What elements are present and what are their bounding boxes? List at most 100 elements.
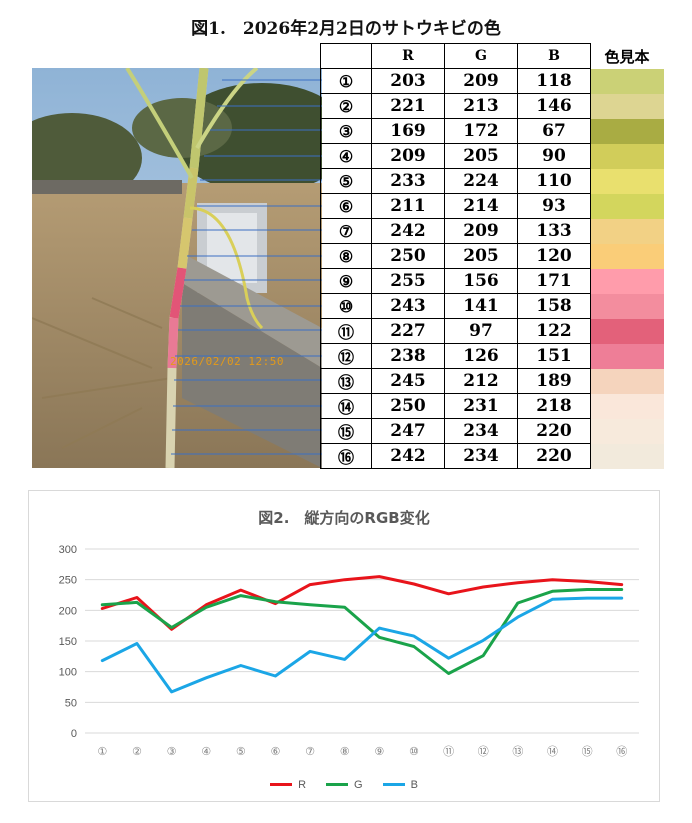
x-tick-label: ⑫ bbox=[478, 745, 489, 758]
row-index-label: ⑥ bbox=[320, 193, 372, 219]
x-tick-label: ⑤ bbox=[236, 745, 246, 758]
color-swatch bbox=[590, 293, 664, 319]
row-b-value: 158 bbox=[517, 293, 591, 319]
color-swatch bbox=[590, 418, 664, 444]
table-row: ⑫ 238 126 151 bbox=[320, 343, 664, 369]
table-row: ⑭ 250 231 218 bbox=[320, 393, 664, 419]
series-line-b bbox=[100, 596, 624, 694]
row-b-value: 120 bbox=[517, 243, 591, 269]
table-header-b: B bbox=[517, 43, 591, 69]
table-header-r: R bbox=[371, 43, 445, 69]
row-index-label: ③ bbox=[320, 118, 372, 144]
row-index-label: ⑧ bbox=[320, 243, 372, 269]
figure2-chart: 図2. 縦方向のRGB変化 0 50 100 150 200 250 300 ① ② ③ ④ ⑤ ⑥ ⑦ ⑧… bbox=[28, 490, 660, 802]
color-swatch bbox=[590, 443, 664, 469]
row-index-label: ② bbox=[320, 93, 372, 119]
x-tick-label: ⑥ bbox=[271, 745, 281, 758]
row-b-value: 90 bbox=[517, 143, 591, 169]
row-index-label: ⑪ bbox=[320, 318, 372, 344]
row-b-value: 151 bbox=[517, 343, 591, 369]
x-tick-label: ⑮ bbox=[582, 745, 593, 758]
table-header-g: G bbox=[444, 43, 518, 69]
y-tick-label: 50 bbox=[65, 697, 77, 709]
row-g-value: 126 bbox=[444, 343, 518, 369]
row-b-value: 218 bbox=[517, 393, 591, 419]
legend-label: G bbox=[354, 778, 363, 791]
sugarcane-photo bbox=[32, 68, 322, 468]
row-index-label: ⑦ bbox=[320, 218, 372, 244]
row-r-value: 227 bbox=[371, 318, 445, 344]
table-row: ⑨ 255 156 171 bbox=[320, 268, 664, 294]
color-swatch bbox=[590, 218, 664, 244]
legend-label: R bbox=[298, 778, 307, 791]
table-row: ⑩ 243 141 158 bbox=[320, 293, 664, 319]
row-r-value: 242 bbox=[371, 218, 445, 244]
y-tick-label: 300 bbox=[59, 544, 77, 556]
table-header-swatch: 色見本 bbox=[604, 47, 650, 66]
row-g-value: 212 bbox=[444, 368, 518, 394]
color-swatch bbox=[590, 143, 664, 169]
row-g-value: 213 bbox=[444, 93, 518, 119]
row-g-value: 205 bbox=[444, 143, 518, 169]
x-tick-label: ⑪ bbox=[443, 745, 454, 758]
color-swatch bbox=[590, 343, 664, 369]
row-r-value: 238 bbox=[371, 343, 445, 369]
x-tick-label: ④ bbox=[201, 745, 211, 758]
row-g-value: 156 bbox=[444, 268, 518, 294]
row-b-value: 118 bbox=[517, 68, 591, 94]
color-swatch bbox=[590, 68, 664, 94]
row-g-value: 214 bbox=[444, 193, 518, 219]
table-row: ② 221 213 146 bbox=[320, 93, 664, 119]
rgb-table: R G B 色見本 ① 203 209 118 ② 221 213 146 ③ 169 172 67 ④… bbox=[320, 43, 664, 469]
row-b-value: 122 bbox=[517, 318, 591, 344]
x-tick-label: ⑧ bbox=[340, 745, 350, 758]
row-index-label: ⑤ bbox=[320, 168, 372, 194]
color-swatch bbox=[590, 318, 664, 344]
color-swatch bbox=[590, 268, 664, 294]
x-tick-label: ② bbox=[132, 745, 142, 758]
chart-title: 図2. 縦方向のRGB変化 bbox=[258, 509, 430, 527]
y-tick-label: 200 bbox=[59, 605, 77, 617]
x-tick-label: ⑬ bbox=[512, 745, 523, 758]
photo-timestamp: 2026/02/02 12:50 bbox=[170, 355, 284, 368]
row-index-label: ⑯ bbox=[320, 443, 372, 469]
legend-swatch bbox=[270, 783, 293, 786]
row-b-value: 93 bbox=[517, 193, 591, 219]
y-tick-label: 150 bbox=[59, 636, 77, 648]
legend-item: R bbox=[270, 779, 306, 791]
row-g-value: 224 bbox=[444, 168, 518, 194]
color-swatch bbox=[590, 368, 664, 394]
row-g-value: 172 bbox=[444, 118, 518, 144]
table-row: ⑥ 211 214 93 bbox=[320, 193, 664, 219]
row-index-label: ⑭ bbox=[320, 393, 372, 419]
color-swatch bbox=[590, 168, 664, 194]
series-line-g bbox=[100, 588, 624, 675]
table-header-index bbox=[320, 43, 372, 69]
row-index-label: ⑬ bbox=[320, 368, 372, 394]
row-r-value: 242 bbox=[371, 443, 445, 469]
line-chart: 0 50 100 150 200 250 300 ① ② ③ ④ ⑤ ⑥ ⑦ ⑧ ⑨ ⑩ ⑪ ⑫ ⑬ ⑭ ⑮ ⑯ bbox=[59, 544, 639, 758]
row-r-value: 245 bbox=[371, 368, 445, 394]
table-row: ⑦ 242 209 133 bbox=[320, 218, 664, 244]
row-r-value: 203 bbox=[371, 68, 445, 94]
x-tick-label: ⑯ bbox=[616, 745, 627, 758]
table-row: ⑤ 233 224 110 bbox=[320, 168, 664, 194]
figure1-title: 図1. 2026年2月2日のサトウキビの色 bbox=[191, 19, 501, 39]
row-index-label: ⑮ bbox=[320, 418, 372, 444]
row-g-value: 141 bbox=[444, 293, 518, 319]
row-b-value: 110 bbox=[517, 168, 591, 194]
legend-swatch bbox=[382, 783, 405, 786]
row-g-value: 209 bbox=[444, 68, 518, 94]
row-b-value: 67 bbox=[517, 118, 591, 144]
row-b-value: 220 bbox=[517, 418, 591, 444]
row-g-value: 209 bbox=[444, 218, 518, 244]
row-r-value: 250 bbox=[371, 393, 445, 419]
row-index-label: ⑫ bbox=[320, 343, 372, 369]
table-row: ③ 169 172 67 bbox=[320, 118, 664, 144]
x-tick-label: ⑩ bbox=[409, 745, 419, 758]
row-g-value: 234 bbox=[444, 443, 518, 469]
color-swatch bbox=[590, 93, 664, 119]
row-r-value: 211 bbox=[371, 193, 445, 219]
table-row: ④ 209 205 90 bbox=[320, 143, 664, 169]
